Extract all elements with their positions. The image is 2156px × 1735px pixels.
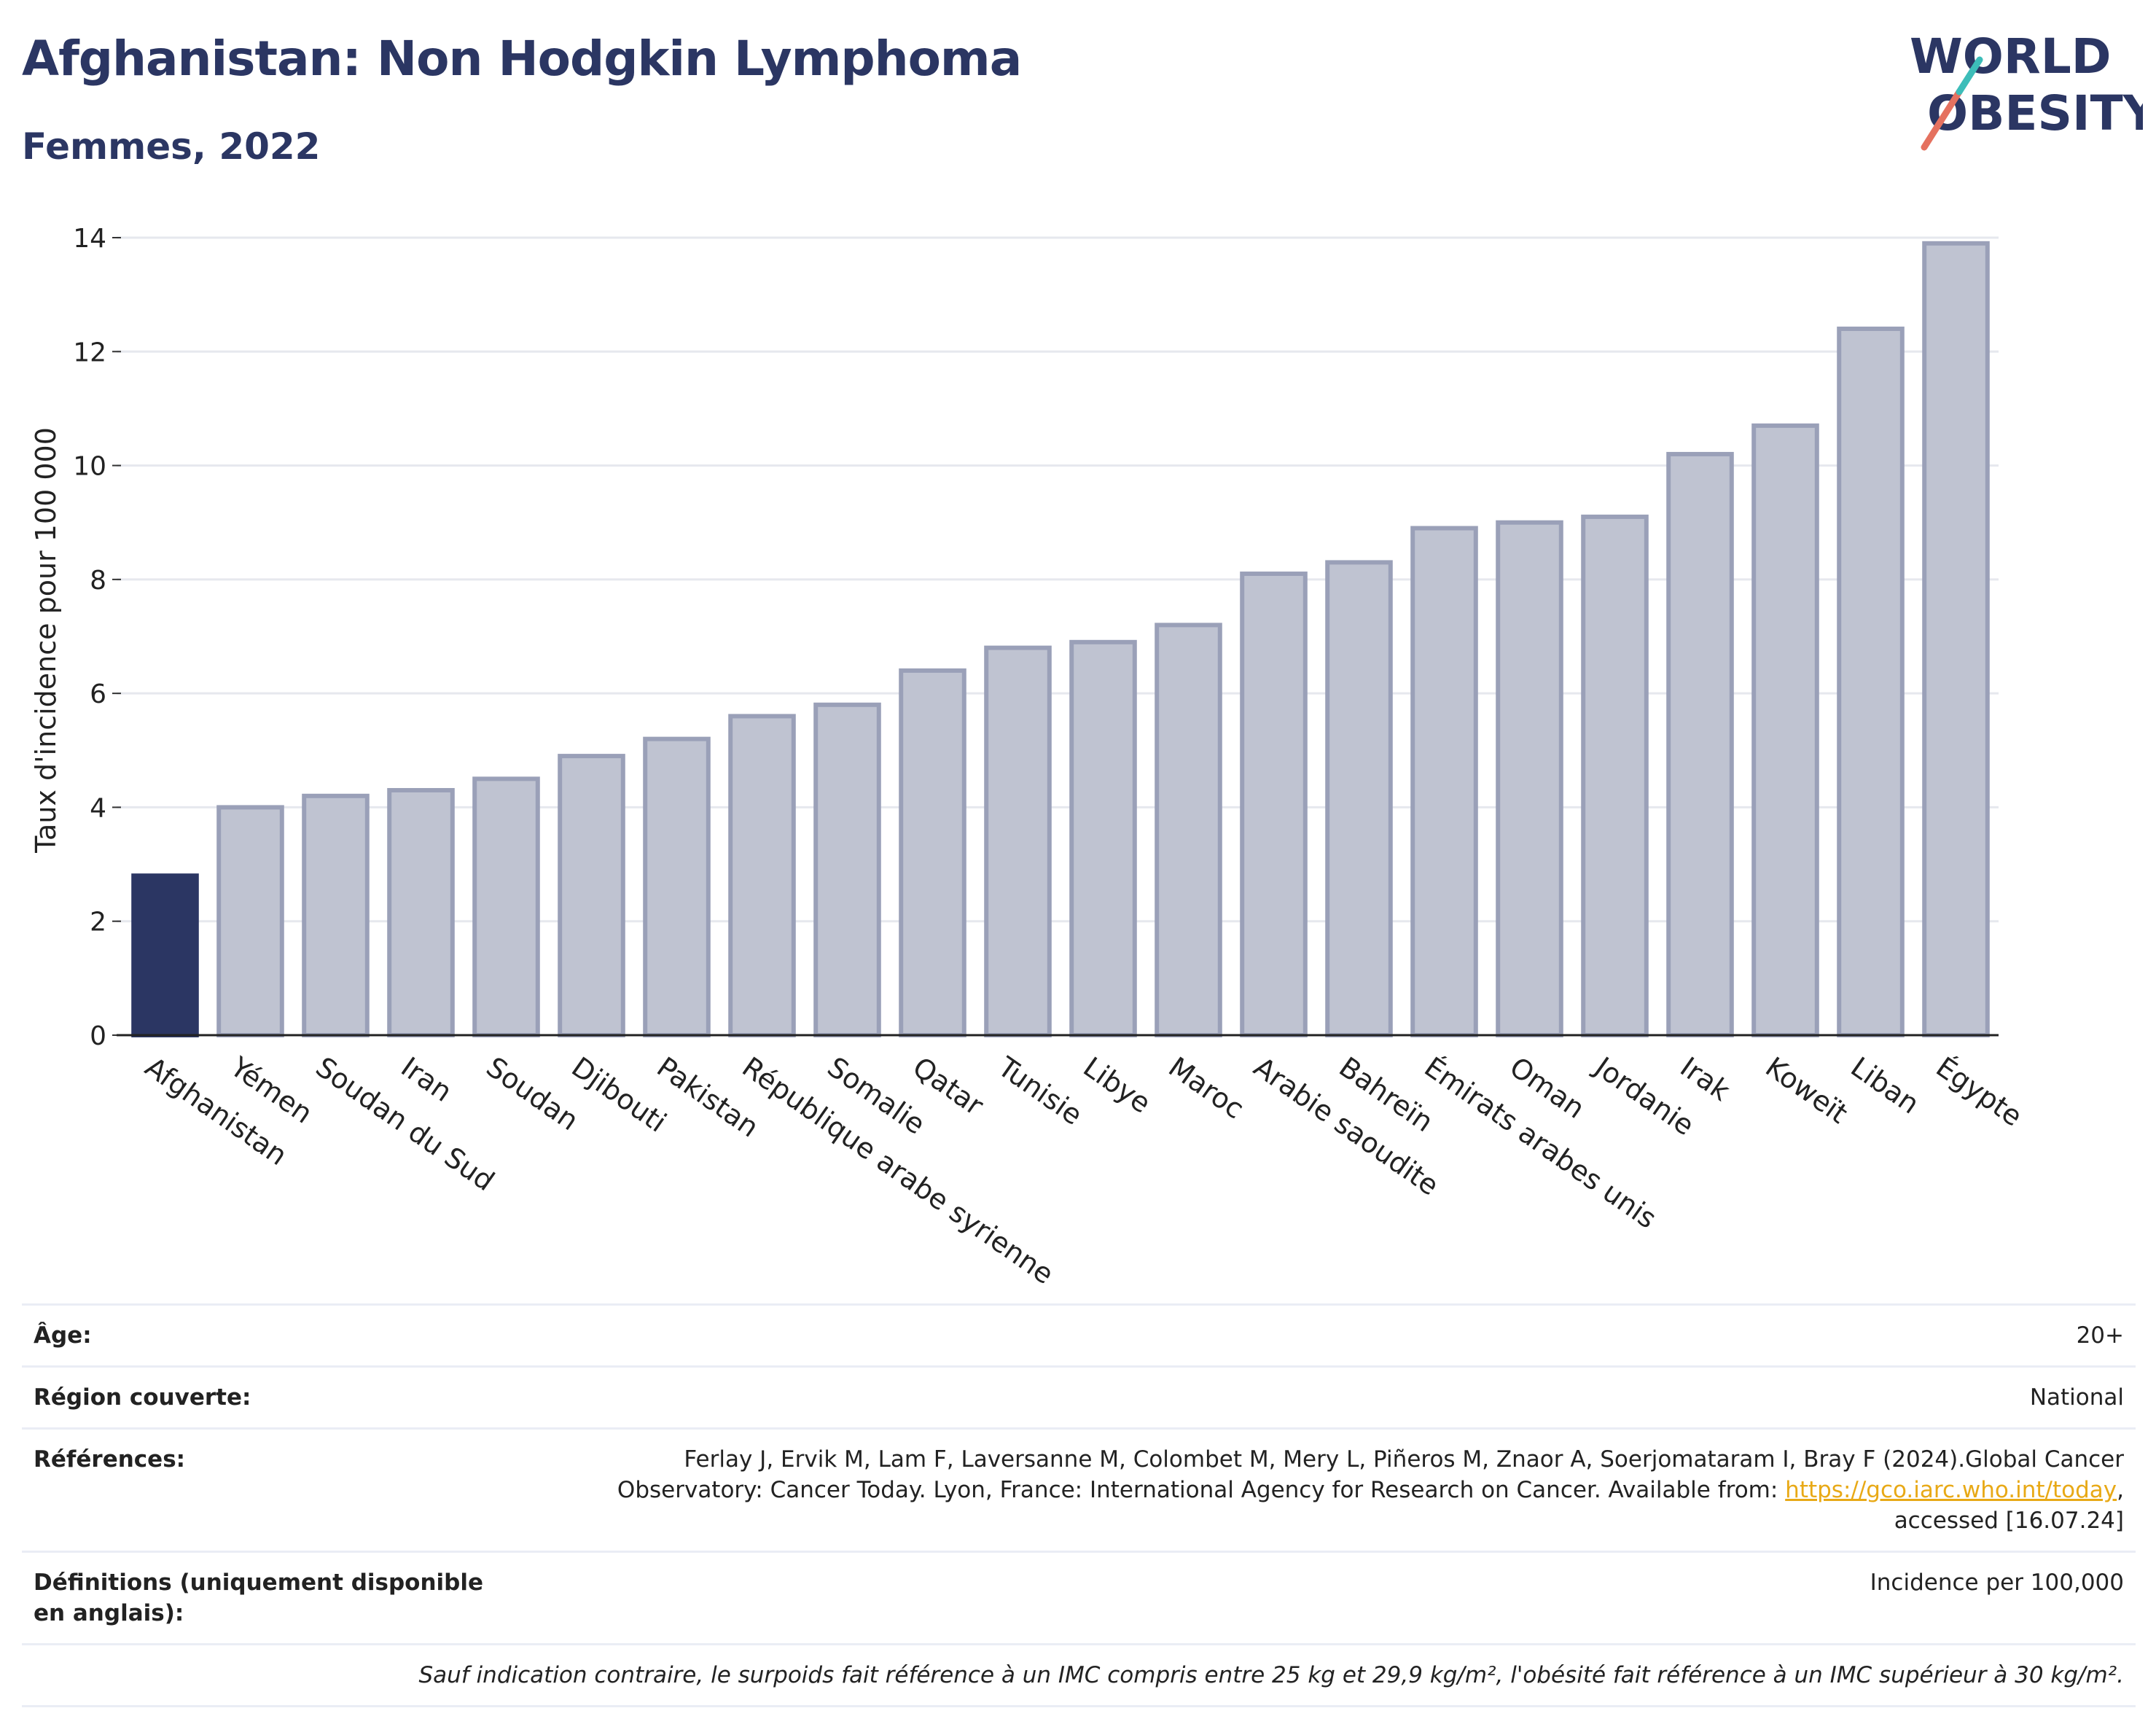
x-tick-label: Koweït bbox=[1759, 1050, 1854, 1129]
bar-11 bbox=[1069, 639, 1137, 1037]
y-axis-label: Taux d'incidence pour 100 000 bbox=[30, 427, 62, 854]
references-label: Références: bbox=[34, 1446, 186, 1473]
x-tick-label: Irak bbox=[1674, 1050, 1735, 1107]
x-tick-label: Libye bbox=[1077, 1050, 1157, 1119]
y-tick-label: 4 bbox=[90, 793, 106, 823]
bar-0 bbox=[131, 873, 199, 1037]
references-text: Ferlay J, Ervik M, Lam F, Laversanne M, … bbox=[617, 1446, 2124, 1503]
bar-3 bbox=[387, 787, 455, 1037]
x-tick-label: Soudan bbox=[480, 1050, 584, 1136]
footnote: Sauf indication contraire, le surpoids f… bbox=[418, 1662, 2124, 1688]
bar-8 bbox=[813, 702, 881, 1037]
bar-18 bbox=[1666, 451, 1734, 1037]
x-tick-label: Égypte bbox=[1930, 1050, 2028, 1132]
references-value: Ferlay J, Ervik M, Lam F, Laversanne M, … bbox=[557, 1444, 2124, 1536]
region-label: Région couverte: bbox=[34, 1384, 251, 1411]
chart-title: Afghanistan: Non Hodgkin Lymphoma bbox=[22, 31, 1022, 87]
info-row-region: Région couverte: National bbox=[22, 1365, 2136, 1427]
x-tick-label: Tunisie bbox=[992, 1050, 1088, 1131]
bar-17 bbox=[1581, 514, 1649, 1037]
references-link[interactable]: https://gco.iarc.who.int/today bbox=[1785, 1477, 2117, 1503]
chart-subtitle: Femmes, 2022 bbox=[22, 125, 321, 168]
bar-5 bbox=[558, 754, 625, 1037]
age-label: Âge: bbox=[34, 1322, 92, 1349]
bar-2 bbox=[302, 793, 370, 1038]
logo-line-1: WORLD bbox=[1910, 28, 2112, 85]
y-tick-label: 14 bbox=[73, 224, 106, 254]
age-value: 20+ bbox=[2076, 1322, 2124, 1349]
info-row-definitions: Définitions (uniquement disponible en an… bbox=[22, 1551, 2136, 1643]
x-tick-label: Iran bbox=[395, 1050, 458, 1108]
x-tick-label: Djibouti bbox=[566, 1050, 672, 1139]
y-tick-label: 12 bbox=[73, 338, 106, 367]
logo-line-2: OBESITY bbox=[1927, 85, 2143, 141]
y-tick-label: 10 bbox=[73, 452, 106, 482]
bar-13 bbox=[1240, 572, 1308, 1037]
y-tick-label: 6 bbox=[90, 679, 106, 709]
bar-21 bbox=[1922, 241, 1990, 1037]
x-tick-label: Liban bbox=[1845, 1050, 1925, 1120]
bar-4 bbox=[472, 776, 540, 1038]
info-table: Âge: 20+ Région couverte: National Référ… bbox=[22, 1303, 2136, 1707]
definitions-value: Incidence per 100,000 bbox=[1870, 1570, 2124, 1596]
bar-12 bbox=[1155, 623, 1222, 1037]
logo-slash-teal bbox=[1956, 56, 1983, 95]
bar-15 bbox=[1410, 526, 1478, 1037]
bar-7 bbox=[728, 714, 796, 1038]
bar-20 bbox=[1837, 327, 1905, 1037]
logo-slash-red bbox=[1921, 88, 1963, 151]
bar-19 bbox=[1751, 423, 1819, 1037]
bar-14 bbox=[1325, 560, 1393, 1037]
bar-16 bbox=[1496, 520, 1563, 1037]
references-accessed: , accessed [16.07.24] bbox=[1894, 1477, 2124, 1534]
x-tick-label: Maroc bbox=[1163, 1050, 1249, 1125]
bar-6 bbox=[643, 736, 711, 1038]
y-tick-label: 8 bbox=[90, 566, 106, 596]
bar-1 bbox=[216, 805, 284, 1038]
bar-9 bbox=[899, 668, 966, 1038]
y-tick-label: 0 bbox=[90, 1021, 106, 1051]
definitions-label: Définitions (uniquement disponible en an… bbox=[34, 1570, 484, 1626]
bar-10 bbox=[984, 645, 1052, 1037]
world-obesity-logo: WORLD OBESITY bbox=[1910, 28, 2143, 151]
region-value: National bbox=[2029, 1384, 2124, 1411]
info-row-references: Références: Ferlay J, Ervik M, Lam F, La… bbox=[22, 1427, 2136, 1551]
info-row-age: Âge: 20+ bbox=[22, 1303, 2136, 1365]
y-tick-label: 2 bbox=[90, 908, 106, 937]
info-row-note: Sauf indication contraire, le surpoids f… bbox=[22, 1643, 2136, 1707]
